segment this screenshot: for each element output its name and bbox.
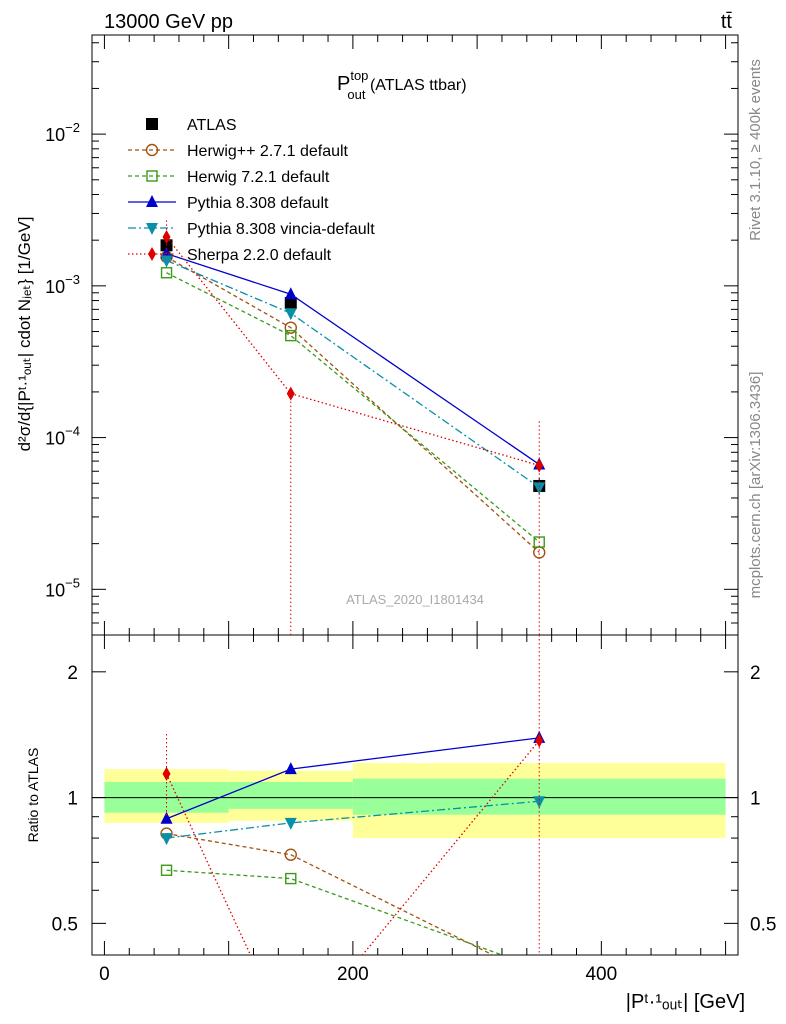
main-line-sherpa-2-2-0-default xyxy=(166,236,540,467)
ratio-point xyxy=(284,848,297,861)
ratio-ytick-label-right: 2 xyxy=(750,663,761,684)
header-right: tt̄ xyxy=(721,11,733,33)
main-ytick-label: 10−3 xyxy=(45,272,80,297)
ratio-point xyxy=(533,796,546,809)
main-point xyxy=(533,536,545,548)
ratio-point xyxy=(284,762,297,775)
plot-title: Ptop out (ATLAS ttbar) xyxy=(337,68,467,102)
xtick-label: 200 xyxy=(337,964,369,985)
legend-marker xyxy=(145,143,159,157)
ratio-panel-frame xyxy=(91,634,739,956)
main-point xyxy=(284,321,297,334)
ratio-point xyxy=(160,833,173,846)
ratio-y-axis: 0.5 0.5 1 1 2 2 xyxy=(52,663,777,936)
legend-marker xyxy=(146,118,158,130)
main-line-pythia-8-308-default xyxy=(166,253,540,466)
main-point xyxy=(160,267,173,279)
x-axis-label: |Pᵗ·¹ₒᵤₜ| [GeV] xyxy=(626,991,745,1013)
main-ytick-label: 10−4 xyxy=(45,424,80,449)
rivet-label: Rivet 3.1.10, ≥ 400k events xyxy=(747,59,764,241)
xtick-label: 400 xyxy=(585,964,617,985)
ratio-ytick-label-left: 0.5 xyxy=(52,914,78,935)
legend-label: Pythia 8.308 vincia-default xyxy=(187,221,375,238)
inner-band-bin-1 xyxy=(228,781,353,809)
ratio-ytick-label-left: 2 xyxy=(67,663,78,684)
main-y-axis: 10−2 10−3 10−4 10−5 xyxy=(45,42,738,624)
legend: ATLAS Herwig++ 2.7.1 default Herwig 7.2.1 … xyxy=(128,117,375,264)
ratio-point xyxy=(162,766,171,781)
legend-marker xyxy=(146,223,158,235)
legend-marker xyxy=(146,195,158,207)
mcplots-label: mcplots.cern.ch [arXiv:1306.3436] xyxy=(747,372,764,599)
main-ylabel: d²σ/d{|Pᵗ·¹ₒᵤₜ| cdot Nⱼₑₜ} [1/GeV] xyxy=(15,217,34,452)
legend-label: Sherpa 2.2.0 default xyxy=(187,247,332,264)
main-line-pythia-8-308-vincia-default xyxy=(166,259,540,488)
ratio-point xyxy=(160,864,173,876)
header-left: 13000 GeV pp xyxy=(104,11,233,33)
ratio-point xyxy=(160,811,173,824)
xtick-label: 0 xyxy=(99,964,110,985)
legend-label: Herwig 7.2.1 default xyxy=(187,169,330,186)
legend-marker xyxy=(148,247,156,261)
analysis-watermark: ATLAS_2020_I1801434 xyxy=(346,592,484,607)
x-axis: 0 200 400 xyxy=(99,35,727,985)
legend-label: ATLAS xyxy=(187,117,237,134)
main-point xyxy=(285,329,297,342)
main-ytick-label: 10−5 xyxy=(45,575,80,600)
ratio-line-herwig-2-7-1-default xyxy=(166,832,495,955)
ratio-line-pythia-8-308-vincia-default xyxy=(166,800,540,839)
ratio-uncertainty-bands xyxy=(92,763,738,839)
legend-label: Pythia 8.308 default xyxy=(187,195,329,212)
ratio-point xyxy=(284,817,297,830)
ratio-ytick-label-right: 1 xyxy=(750,789,761,810)
ratio-point xyxy=(285,872,297,885)
legend-marker xyxy=(146,170,158,182)
main-point xyxy=(160,255,173,268)
main-point xyxy=(284,297,297,310)
main-point xyxy=(284,308,297,321)
main-point xyxy=(284,287,297,300)
main-series-group xyxy=(160,220,546,635)
ratio-ylabel: Ratio to ATLAS xyxy=(25,748,41,843)
ratio-ytick-label-left: 1 xyxy=(67,789,78,810)
legend-label: Herwig++ 2.7.1 default xyxy=(187,143,349,160)
main-line-herwig-2-7-1-default xyxy=(166,256,540,553)
main-point xyxy=(533,482,546,495)
ratio-series-group xyxy=(160,635,546,955)
ratio-line-sherpa-2-2-0-default xyxy=(165,740,540,955)
main-ytick-label: 10−2 xyxy=(45,120,80,145)
ratio-ytick-label-right: 0.5 xyxy=(750,914,776,935)
